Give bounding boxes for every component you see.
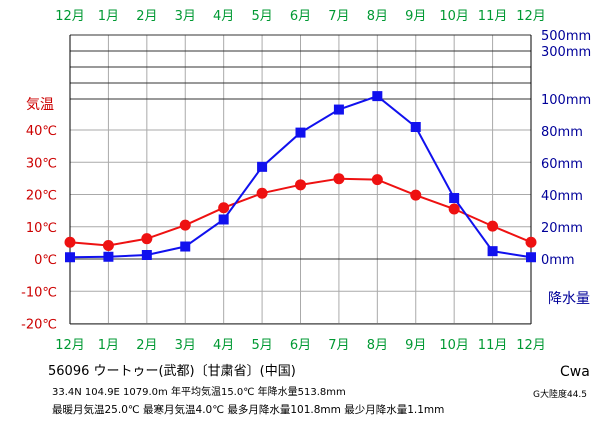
precipitation-point	[257, 161, 268, 172]
temperature-point	[448, 203, 460, 215]
month-label-bottom: 3月	[175, 338, 196, 353]
month-label-top: 6月	[290, 9, 311, 24]
month-label-bottom: 9月	[405, 338, 426, 353]
temperature-point	[256, 187, 268, 199]
precipitation-point	[410, 122, 421, 132]
precipitation-point	[65, 252, 75, 263]
month-label-top: 12月	[55, 9, 85, 24]
temperature-point	[102, 239, 114, 251]
month-label-bottom: 4月	[213, 338, 234, 353]
climate-chart: 12月 12月 1月 1月 2月 2月 3月 3月 4月 4月 5月 5月 6月 6月 7月 7月 8月 8月 9月…	[21, 9, 591, 353]
precip-tick-label-upper: 500mm	[541, 29, 591, 44]
month-label-top: 10月	[439, 9, 469, 24]
temperature-point	[525, 236, 537, 248]
month-label-bottom: 5月	[251, 338, 272, 353]
month-label-top: 3月	[175, 9, 196, 24]
temp-tick-label: 20℃	[26, 189, 57, 204]
month-label-top: 2月	[136, 9, 157, 24]
temperature-point	[410, 189, 422, 201]
month-label-top: 7月	[328, 9, 349, 24]
temperature-point	[179, 219, 191, 231]
temperature-point	[487, 220, 499, 232]
month-label-top: 9月	[405, 9, 426, 24]
temperature-point	[295, 179, 306, 191]
precipitation-point	[218, 214, 229, 225]
temp-tick-label: 0℃	[34, 253, 57, 268]
station-summary-line1: 33.4N 104.9E 1079.0m 年平均気温15.0℃ 年降水量513.…	[52, 387, 346, 398]
month-label-top: 1月	[98, 9, 119, 24]
temp-tick-label: 10℃	[26, 221, 57, 236]
month-label-top: 8月	[367, 9, 388, 24]
precipitation-point	[180, 241, 191, 252]
temperature-point	[64, 236, 76, 248]
precipitation-point	[449, 193, 460, 204]
precipitation-point	[141, 250, 152, 260]
continentality-index: G大陸度44.5	[533, 390, 588, 400]
axis-labels: 12月 12月 1月 1月 2月 2月 3月 3月 4月 4月 5月 5月 6月 6月 7月 7月 8月 8月 9月…	[21, 9, 591, 353]
temp-tick-label: -20℃	[21, 318, 57, 333]
precipitation-point	[295, 127, 306, 138]
data-series	[64, 91, 537, 263]
precipitation-point	[372, 91, 383, 102]
temperature-point	[371, 174, 383, 186]
temperature-point	[141, 233, 153, 245]
month-label-bottom: 12月	[55, 338, 85, 353]
precip-tick-label: 40mm	[541, 189, 583, 204]
precipitation-point	[103, 251, 114, 262]
grid-lines	[69, 34, 532, 325]
temp-tick-label: 40℃	[26, 124, 57, 139]
precipitation-point	[487, 246, 498, 257]
month-label-bottom: 11月	[478, 338, 508, 353]
month-label-bottom: 6月	[290, 338, 311, 353]
month-label-bottom: 8月	[367, 338, 388, 353]
month-label-bottom: 12月	[516, 338, 546, 353]
precip-axis-title: 降水量	[548, 291, 590, 307]
temp-tick-label: -10℃	[21, 285, 57, 300]
precip-tick-label-upper: 300mm	[541, 45, 591, 60]
month-label-bottom: 10月	[439, 338, 469, 353]
precip-tick-label: 20mm	[541, 221, 583, 236]
precip-tick-label: 100mm	[541, 93, 591, 108]
temp-tick-label: 30℃	[26, 156, 57, 171]
temperature-point	[333, 173, 345, 185]
month-label-top: 11月	[478, 9, 508, 24]
month-label-bottom: 2月	[136, 338, 157, 353]
climate-classification: Cwa	[560, 364, 590, 380]
precipitation-point	[333, 104, 344, 115]
precip-tick-label: 0mm	[541, 253, 575, 268]
temp-axis-title: 気温	[26, 97, 54, 113]
month-label-bottom: 1月	[98, 338, 119, 353]
precip-tick-label: 80mm	[541, 125, 583, 140]
station-title: 56096 ウートゥー(武都)〔甘粛省〕(中国)	[48, 364, 296, 379]
station-summary-line2: 最暖月気温25.0℃ 最寒月気温4.0℃ 最多月降水量101.8mm 最少月降水…	[52, 404, 445, 416]
month-label-top: 5月	[251, 9, 272, 24]
precipitation-point	[526, 252, 536, 263]
month-label-top: 12月	[516, 9, 546, 24]
month-label-top: 4月	[213, 9, 234, 24]
precip-tick-label: 60mm	[541, 157, 583, 172]
month-label-bottom: 7月	[328, 338, 349, 353]
temperature-point	[218, 202, 230, 214]
